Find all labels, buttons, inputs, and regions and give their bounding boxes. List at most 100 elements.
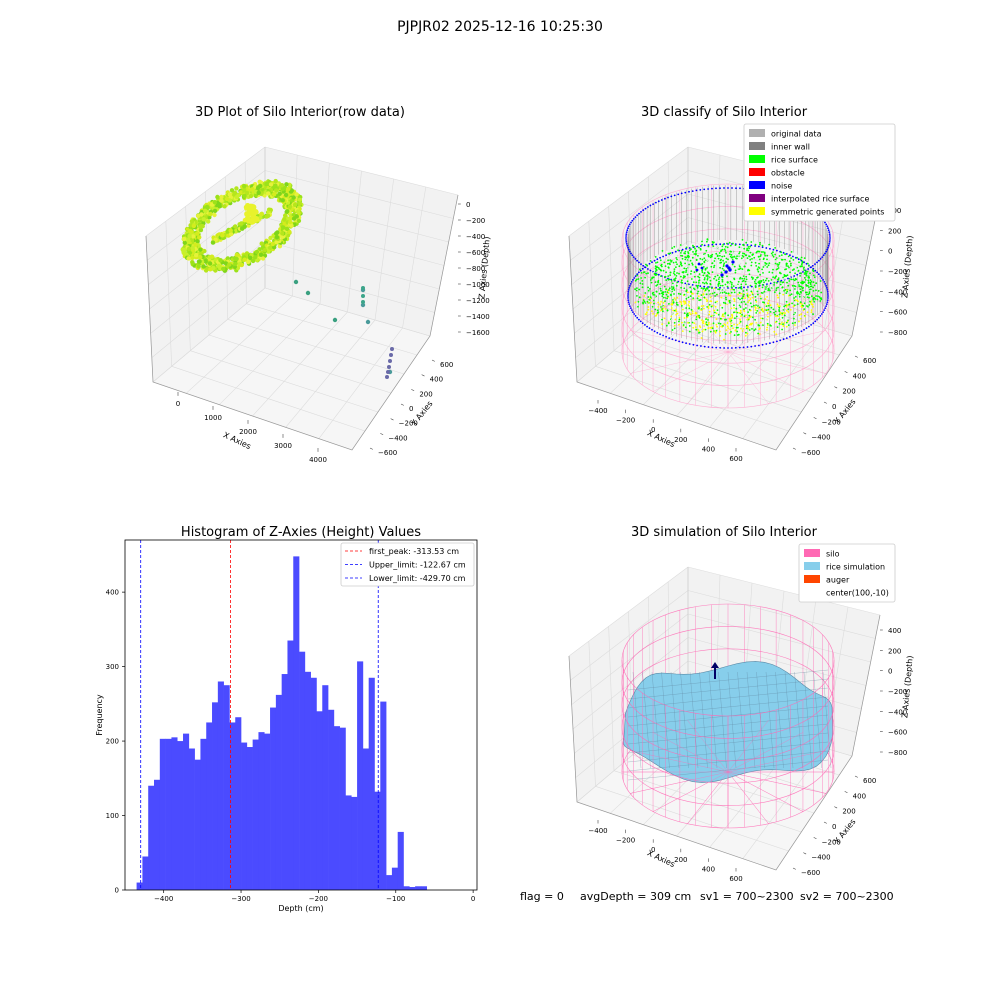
rice-point xyxy=(748,314,751,317)
noise-point xyxy=(646,325,648,328)
rice-point xyxy=(793,279,796,282)
rice-point xyxy=(766,326,769,329)
rice-point xyxy=(798,295,801,298)
rice-point xyxy=(738,252,740,255)
rice-point xyxy=(801,260,804,263)
noise-point xyxy=(827,227,829,230)
rice-point xyxy=(703,257,706,260)
mesh-line xyxy=(670,671,680,769)
rice-point xyxy=(671,288,674,291)
noise-point xyxy=(685,247,687,250)
noise-point xyxy=(671,251,674,254)
noise-point xyxy=(636,259,638,262)
rice-point xyxy=(686,312,689,315)
rice-point xyxy=(690,248,692,251)
rice-point xyxy=(761,283,764,286)
rice-point xyxy=(797,281,800,284)
rice-point xyxy=(767,308,770,311)
rice-point xyxy=(780,258,783,261)
noise-point xyxy=(812,322,815,325)
grid-line xyxy=(570,590,689,681)
original-point xyxy=(656,271,659,274)
rice-point xyxy=(746,318,749,321)
rice-point xyxy=(667,259,669,262)
rice-point xyxy=(773,291,776,294)
rice-point xyxy=(730,250,732,253)
rice-point xyxy=(664,308,667,310)
rice-point xyxy=(652,299,655,302)
rice-point xyxy=(698,299,701,302)
original-point xyxy=(777,256,779,259)
rice-point xyxy=(739,318,741,321)
noise-point xyxy=(826,299,829,301)
rice-point xyxy=(737,326,739,329)
p4-ytick-mark xyxy=(813,837,817,840)
rice-point xyxy=(801,262,804,264)
original-point xyxy=(731,272,734,275)
rice-point xyxy=(706,300,708,303)
histogram-bar xyxy=(333,726,340,890)
ring-point xyxy=(196,213,201,218)
rice-point xyxy=(729,294,732,297)
rice-point xyxy=(634,279,637,282)
noise-point xyxy=(647,206,649,208)
rice-point xyxy=(675,310,678,313)
rice-point xyxy=(711,262,714,265)
rice-point xyxy=(673,245,676,248)
rice-point xyxy=(683,312,686,315)
grid-line xyxy=(246,303,418,356)
rice-point xyxy=(724,245,727,248)
rice-point xyxy=(717,313,720,316)
rice-point xyxy=(698,280,700,282)
ring-point xyxy=(224,196,230,202)
rice-point xyxy=(737,287,740,289)
mesh-line xyxy=(642,671,651,769)
original-point xyxy=(673,264,676,267)
original-point xyxy=(799,298,801,300)
rice-point xyxy=(736,255,738,258)
noise-point xyxy=(807,268,809,270)
rice-point xyxy=(789,289,792,292)
rice-point xyxy=(768,271,771,273)
original-point xyxy=(759,272,762,275)
panel-raw-axes-box xyxy=(145,146,459,451)
rice-point xyxy=(681,271,684,274)
noise-point xyxy=(828,241,831,243)
ring-point xyxy=(294,214,299,219)
rice-point xyxy=(691,262,693,265)
rice-point xyxy=(800,256,803,259)
rice-point xyxy=(708,289,710,292)
original-point xyxy=(761,253,764,256)
rice-point xyxy=(716,293,718,296)
rice-point xyxy=(726,322,729,324)
rice-point xyxy=(747,246,750,248)
rice-point xyxy=(654,281,657,283)
noise-point xyxy=(644,324,646,326)
rice-point xyxy=(703,278,706,281)
ring-point xyxy=(207,261,213,266)
p4-ytick-label: 0 xyxy=(832,823,836,831)
rice-point xyxy=(767,315,769,318)
original-point xyxy=(765,318,768,320)
rice-point xyxy=(733,291,736,294)
ring-point xyxy=(195,238,200,244)
noise-point xyxy=(684,282,687,285)
rice-point xyxy=(706,238,709,241)
noise-point xyxy=(828,231,831,234)
mesh-line xyxy=(794,671,803,769)
rice-point xyxy=(707,305,710,308)
legend-swatch xyxy=(749,207,765,215)
ring-point xyxy=(291,195,296,200)
silo-spoke xyxy=(727,351,769,404)
ring-point xyxy=(195,231,200,236)
rice-point xyxy=(727,292,730,295)
rice-point xyxy=(743,308,745,311)
rice-point xyxy=(800,272,802,275)
rice-point xyxy=(759,273,761,276)
rice-point xyxy=(782,281,785,284)
hist-xtick-label: −100 xyxy=(386,895,405,903)
rice-point xyxy=(749,298,752,300)
rice-point xyxy=(733,300,736,302)
rice-point xyxy=(691,310,694,313)
rice-point xyxy=(739,309,742,312)
